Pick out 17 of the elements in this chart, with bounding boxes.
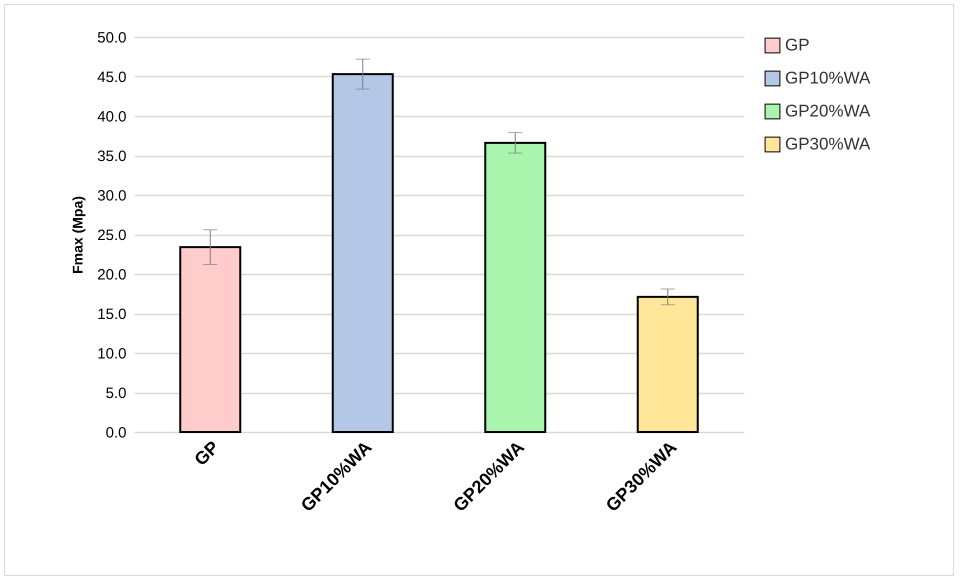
y-tick-label: 5.0	[106, 385, 126, 402]
y-tick-label: 15.0	[97, 306, 126, 323]
y-tick-label: 30.0	[97, 188, 126, 204]
legend-label: GP10%WA	[785, 68, 871, 88]
legend-label: GP30%WA	[785, 134, 871, 154]
y-axis-title: Fmax (Mpa)	[69, 196, 86, 274]
y-tick-label: 40.0	[97, 108, 126, 126]
y-tick-label: 25.0	[97, 227, 126, 244]
y-tick-label: 35.0	[97, 148, 126, 165]
legend-label: GP20%WA	[785, 102, 871, 120]
y-tick-label: 10.0	[97, 346, 126, 362]
y-tick-label: 45.0	[97, 69, 126, 86]
y-tick-label: 50.0	[97, 30, 126, 46]
y-tick-label: 20.0	[97, 266, 126, 284]
y-tick-label: 0.0	[106, 424, 126, 442]
legend-label: GP	[785, 36, 810, 54]
x-tick-label: GP	[190, 437, 223, 470]
